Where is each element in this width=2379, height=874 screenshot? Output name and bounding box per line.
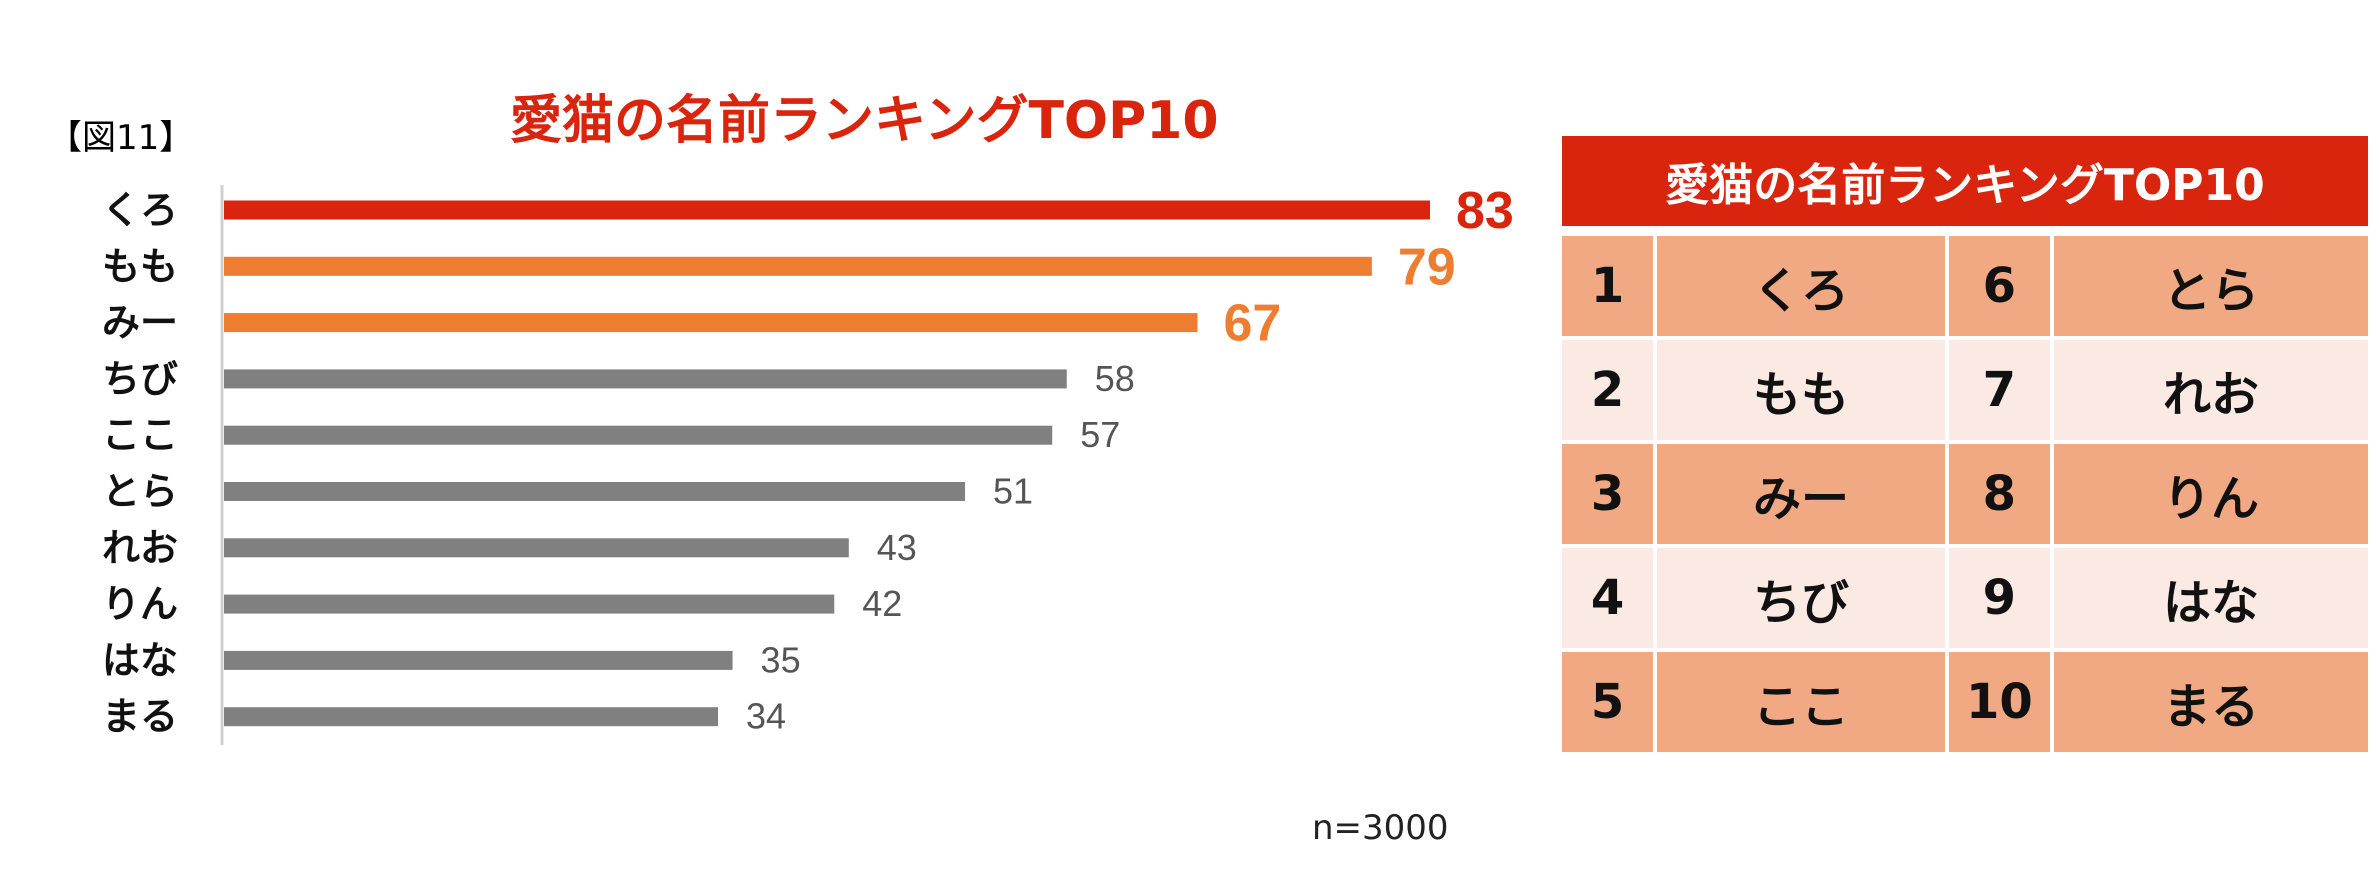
- rank-cell: 10: [1948, 652, 2051, 752]
- value-label: 34: [746, 696, 786, 737]
- rank-cell: 5: [1562, 652, 1654, 752]
- bar: [224, 369, 1067, 389]
- value-label: 58: [1095, 358, 1135, 399]
- value-label: 79: [1398, 238, 1456, 296]
- name-cell: りん: [2054, 444, 2368, 544]
- category-label: れお: [102, 526, 178, 570]
- rank-cell: 4: [1562, 548, 1654, 648]
- bar: [224, 200, 1430, 220]
- category-label: とら: [102, 470, 178, 514]
- category-label: もも: [102, 244, 178, 288]
- bar: [224, 313, 1198, 333]
- category-label: ちび: [102, 357, 178, 401]
- bar: [224, 482, 966, 501]
- rank-cell: 8: [1948, 444, 2051, 544]
- name-cell: ちび: [1657, 548, 1945, 648]
- value-label: 35: [761, 639, 801, 680]
- bar: [224, 538, 849, 558]
- rank-cell: 9: [1948, 548, 2051, 648]
- bar: [224, 256, 1372, 276]
- table-row: 4 ちび 9 はな: [1562, 548, 2368, 648]
- value-label: 57: [1080, 414, 1120, 455]
- rank-cell: 3: [1562, 444, 1654, 544]
- ranking-table: 愛猫の名前ランキングTOP10 1 くろ 6 とら 2 もも 7 れお 3 みー 8 りん 4 ちび 9 はな…: [1562, 136, 2368, 756]
- rank-cell: 6: [1948, 236, 2051, 336]
- category-label: はな: [102, 638, 178, 682]
- name-cell: みー: [1657, 444, 1945, 544]
- name-cell: くろ: [1657, 236, 1945, 336]
- value-label: 42: [862, 583, 902, 624]
- value-label: 51: [993, 471, 1033, 512]
- category-label: くろ: [102, 188, 178, 232]
- table-row: 5 ここ 10 まる: [1562, 652, 2368, 752]
- bars-group: くろ 83 もも 79 みー 67 ちび 58 ここ 57 とら 51 れお 43 りん 42 はな 35 まる 34: [102, 182, 1514, 739]
- category-label: ここ: [102, 413, 178, 457]
- value-label: 67: [1224, 295, 1282, 353]
- name-cell: まる: [2054, 652, 2368, 752]
- bar: [224, 707, 719, 727]
- ranking-grid: 1 くろ 6 とら 2 もも 7 れお 3 みー 8 りん 4 ちび 9 はな 5 ここ 10 まる: [1558, 232, 2372, 756]
- table-row: 1 くろ 6 とら: [1562, 236, 2368, 336]
- rank-cell: 2: [1562, 340, 1654, 440]
- name-cell: もも: [1657, 340, 1945, 440]
- rank-cell: 1: [1562, 236, 1654, 336]
- category-label: りん: [102, 582, 178, 626]
- rank-cell: 7: [1948, 340, 2051, 440]
- table-title: 愛猫の名前ランキングTOP10: [1562, 136, 2368, 226]
- category-label: まる: [102, 695, 178, 739]
- chart-title: 愛猫の名前ランキングTOP10: [510, 91, 1219, 151]
- bar: [224, 650, 733, 670]
- value-label: 43: [877, 527, 917, 568]
- name-cell: はな: [2054, 548, 2368, 648]
- table-row: 2 もも 7 れお: [1562, 340, 2368, 440]
- name-cell: とら: [2054, 236, 2368, 336]
- value-label: 83: [1456, 182, 1514, 240]
- table-row: 3 みー 8 りん: [1562, 444, 2368, 544]
- bar: [224, 594, 835, 614]
- category-label: みー: [102, 301, 178, 345]
- name-cell: れお: [2054, 340, 2368, 440]
- bar: [224, 425, 1053, 445]
- name-cell: ここ: [1657, 652, 1945, 752]
- figure-label: 【図11】: [48, 118, 194, 158]
- sample-size-note: n=3000: [1312, 808, 1449, 848]
- bar-chart: くろ 83 もも 79 みー 67 ちび 58 ここ 57 とら 51 れお 43 りん 42 はな 35 まる 34: [102, 182, 1514, 745]
